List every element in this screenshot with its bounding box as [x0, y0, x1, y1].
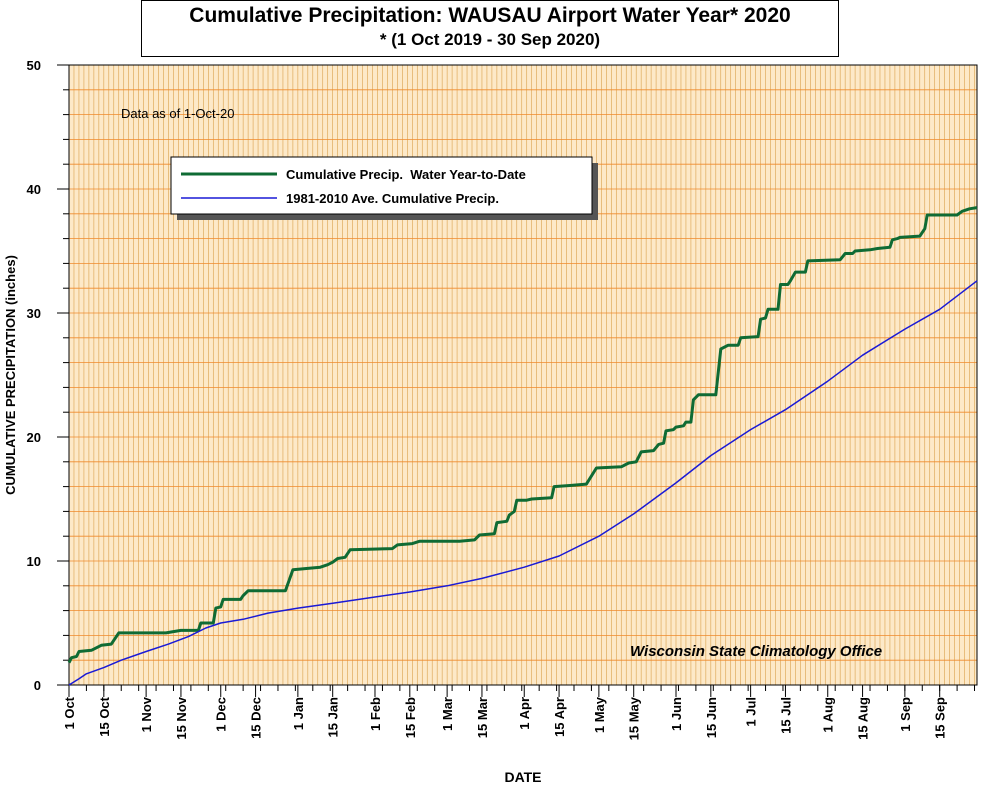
- x-tick-label: 1 May: [592, 696, 607, 733]
- y-axis-title: CUMULATIVE PRECIPITATION (inches): [3, 255, 18, 495]
- x-axis: 1 Oct 15 Oct 1 Nov 15 Nov 1 Dec 15 Dec 1 Jan 15…: [62, 685, 976, 740]
- y-axis: 0 10 20 30 40 50: [27, 58, 69, 693]
- y-tick-label: 30: [27, 306, 41, 321]
- x-tick-label: 1 Jan: [291, 697, 306, 730]
- legend-label-water-year: Cumulative Precip. Water Year-to-Date: [286, 167, 526, 182]
- x-tick-label: 15 Sep: [933, 697, 948, 739]
- vertical-gridlines: [73, 65, 975, 685]
- plot-border: [68, 64, 978, 686]
- x-tick-label: 15 May: [627, 696, 642, 740]
- series-line-water-year: [67, 206, 978, 664]
- x-tick-label: 1 Feb: [368, 697, 383, 731]
- series-line-average: [68, 280, 978, 686]
- x-tick-label: 15 Jun: [704, 697, 719, 738]
- legend-box: [170, 156, 593, 215]
- x-tick-label: 1 Apr: [517, 697, 532, 730]
- x-tick-label: 15 Aug: [856, 697, 871, 740]
- y-tick-label: 10: [27, 554, 41, 569]
- series-layer: [67, 206, 978, 686]
- x-tick-label: 15 Jul: [778, 697, 793, 734]
- x-tick-label: 15 Nov: [174, 696, 189, 739]
- x-tick-label: 1 Jun: [669, 697, 684, 731]
- credit-label: Wisconsin State Climatology Office: [630, 643, 882, 660]
- x-tick-label: 15 Feb: [403, 697, 418, 738]
- y-tick-label: 40: [27, 182, 41, 197]
- chart-subtitle: * (1 Oct 2019 - 30 Sep 2020): [379, 30, 601, 49]
- x-tick-label: 1 Dec: [214, 697, 229, 732]
- x-tick-label: 1 Jul: [744, 697, 759, 727]
- x-tick-label: 1 Oct: [62, 696, 77, 729]
- x-tick-label: 1 Aug: [821, 697, 836, 733]
- chart-title: Cumulative Precipitation: WAUSAU Airport…: [189, 4, 791, 27]
- x-tick-label: 15 Jan: [326, 697, 341, 738]
- x-axis-title: DATE: [504, 769, 541, 785]
- x-tick-label: 1 Sep: [898, 697, 913, 732]
- legend: Cumulative Precip. Water Year-to-Date 19…: [170, 156, 598, 220]
- x-tick-label: 15 Oct: [97, 696, 112, 736]
- x-tick-label: 15 Apr: [552, 697, 567, 737]
- x-tick-label: 1 Mar: [440, 697, 455, 731]
- title-box: Cumulative Precipitation: WAUSAU Airport…: [141, 0, 839, 57]
- x-tick-label: 15 Dec: [249, 697, 264, 739]
- x-tick-label: 15 Mar: [475, 697, 490, 738]
- y-tick-label: 50: [27, 58, 41, 73]
- data-date-annotation: Data as of 1-Oct-20: [121, 106, 234, 121]
- legend-label-average: 1981-2010 Ave. Cumulative Precip.: [286, 191, 499, 206]
- y-tick-label: 0: [34, 678, 41, 693]
- y-tick-label: 20: [27, 430, 41, 445]
- x-tick-label: 1 Nov: [139, 696, 154, 732]
